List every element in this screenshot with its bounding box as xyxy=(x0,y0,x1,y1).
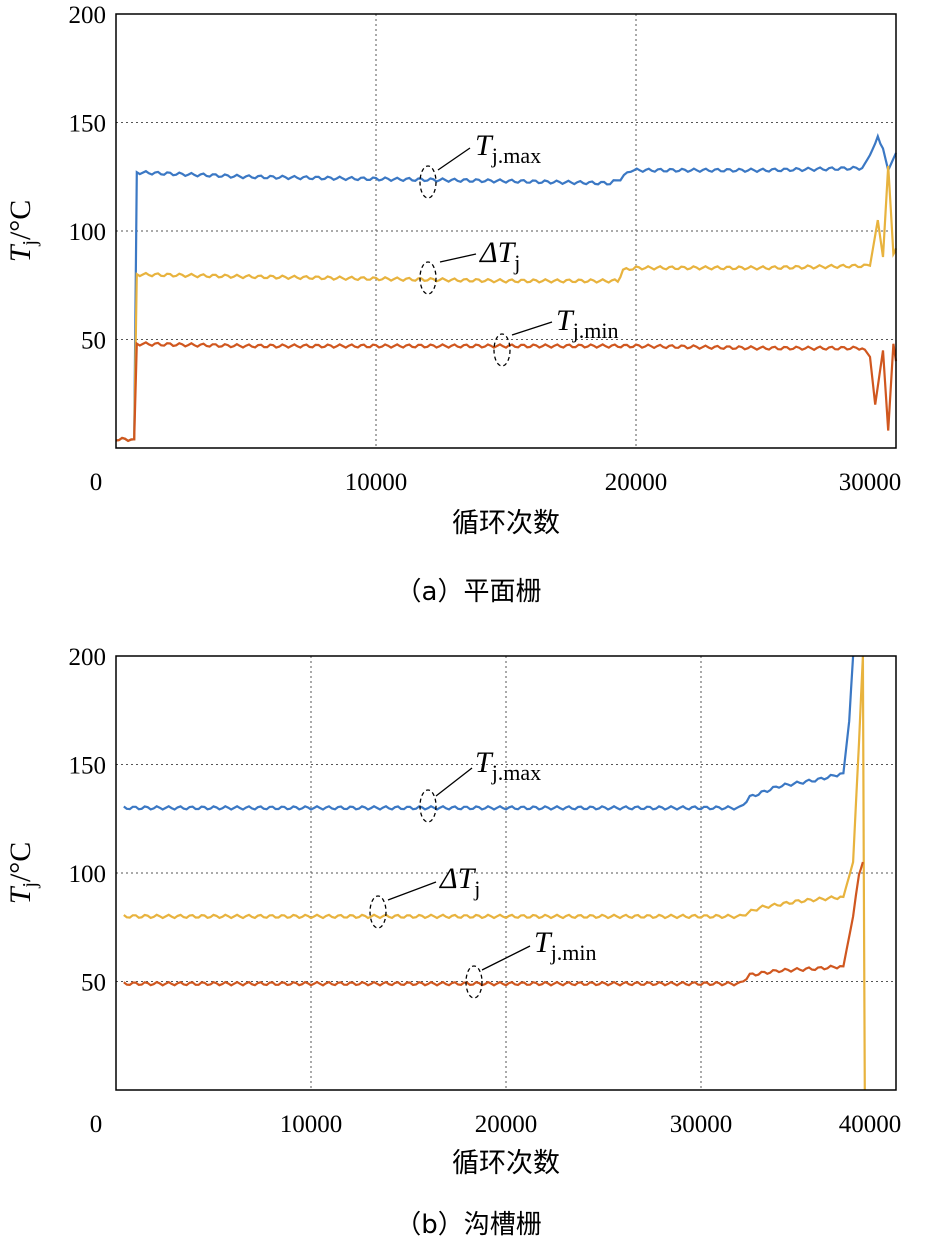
figure-caption: （b）沟槽栅 xyxy=(395,1210,542,1240)
x-tick-label: 10000 xyxy=(345,469,408,496)
y-tick-label: 50 xyxy=(81,970,106,997)
series-line-dtj xyxy=(115,165,898,443)
chart-panel-a: 50 100 150 200 0 10000 20000 30000 循环次数 Tj/°C Tj.m… xyxy=(4,2,901,607)
x-tick-label: 20000 xyxy=(605,469,668,496)
x-tick-label: 20000 xyxy=(475,1111,538,1138)
y-tick-label: 150 xyxy=(69,753,107,780)
series-label: Tj.max xyxy=(475,129,541,168)
series-line-tjmax xyxy=(115,133,898,443)
series-label: ΔTj xyxy=(479,236,520,275)
x-tick-label: 0 xyxy=(90,469,103,496)
y-tick-label: 100 xyxy=(69,861,107,888)
annotation-leader xyxy=(481,945,531,971)
y-tick-label: 200 xyxy=(69,2,107,29)
y-tick-label: 200 xyxy=(69,644,107,671)
x-tick-label: 30000 xyxy=(670,1111,733,1138)
series-line-dtj xyxy=(123,655,866,1091)
annotation-ellipse xyxy=(419,261,437,295)
annotation-ellipse xyxy=(369,895,387,929)
series-line-tjmin xyxy=(123,861,864,987)
series-label: Tj.max xyxy=(475,746,541,785)
y-tick-label: 100 xyxy=(69,219,107,246)
figure-caption: （a）平面栅 xyxy=(396,577,542,607)
series-line-tjmin xyxy=(115,341,898,443)
x-tick-label: 40000 xyxy=(839,1111,902,1138)
plot-frame xyxy=(115,13,897,449)
annotation-ellipse xyxy=(493,333,511,367)
x-tick-label: 0 xyxy=(90,1111,103,1138)
x-tick-label: 10000 xyxy=(280,1111,343,1138)
series-label: ΔTj xyxy=(439,862,480,901)
annotation-leader xyxy=(511,321,553,336)
y-axis-label: Tj/°C xyxy=(4,842,41,905)
series-line-tjmax xyxy=(123,655,855,811)
annotation-ellipse xyxy=(465,965,483,999)
annotation-leader xyxy=(437,147,471,171)
annotation-ellipse xyxy=(419,789,437,823)
y-axis-label: Tj/°C xyxy=(4,200,41,263)
x-axis-label: 循环次数 xyxy=(452,508,560,539)
annotation-leader xyxy=(439,253,477,263)
annotation-ellipse xyxy=(419,165,437,199)
annotation-leader xyxy=(387,881,437,901)
series-label: Tj.min xyxy=(534,926,597,965)
annotation-leader xyxy=(435,767,473,797)
x-tick-label: 30000 xyxy=(839,469,902,496)
y-tick-label: 150 xyxy=(69,111,107,138)
plot-frame xyxy=(115,655,897,1091)
chart-panel-b: 50 100 150 200 0 10000 20000 30000 40000 循环次数 Tj/°… xyxy=(4,644,901,1240)
series-label: Tj.min xyxy=(556,304,619,343)
x-axis-label: 循环次数 xyxy=(452,1148,560,1179)
y-tick-label: 50 xyxy=(81,328,106,355)
